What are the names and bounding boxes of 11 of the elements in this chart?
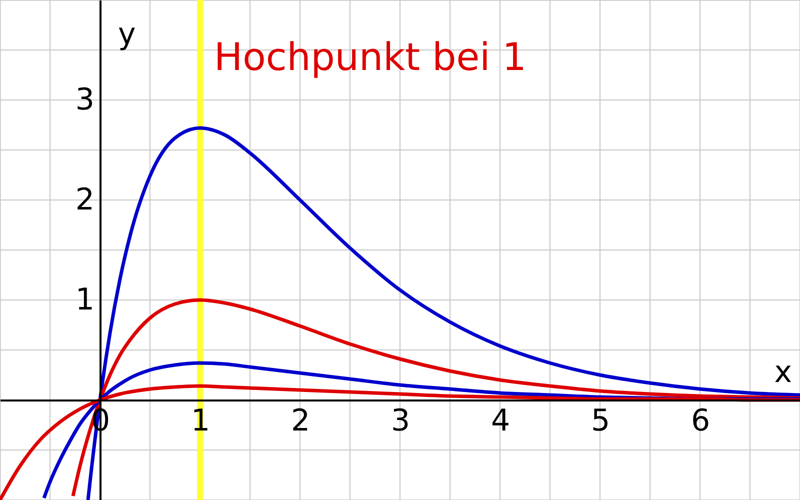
x-axis-title: x [774,355,792,390]
x-tick-label: 6 [690,404,710,438]
x-tick-label: 3 [390,404,410,438]
y-tick-label: 2 [75,182,94,218]
y-tick-label: 3 [75,82,94,118]
x-tick-label: 2 [290,404,310,438]
x-tick-label: 5 [590,404,610,438]
ref-line-label: Hochpunkt bei 1 [214,35,526,79]
x-tick-label: 4 [490,404,510,438]
y-tick-label: 1 [75,282,94,318]
y-axis-title: y [118,17,136,52]
